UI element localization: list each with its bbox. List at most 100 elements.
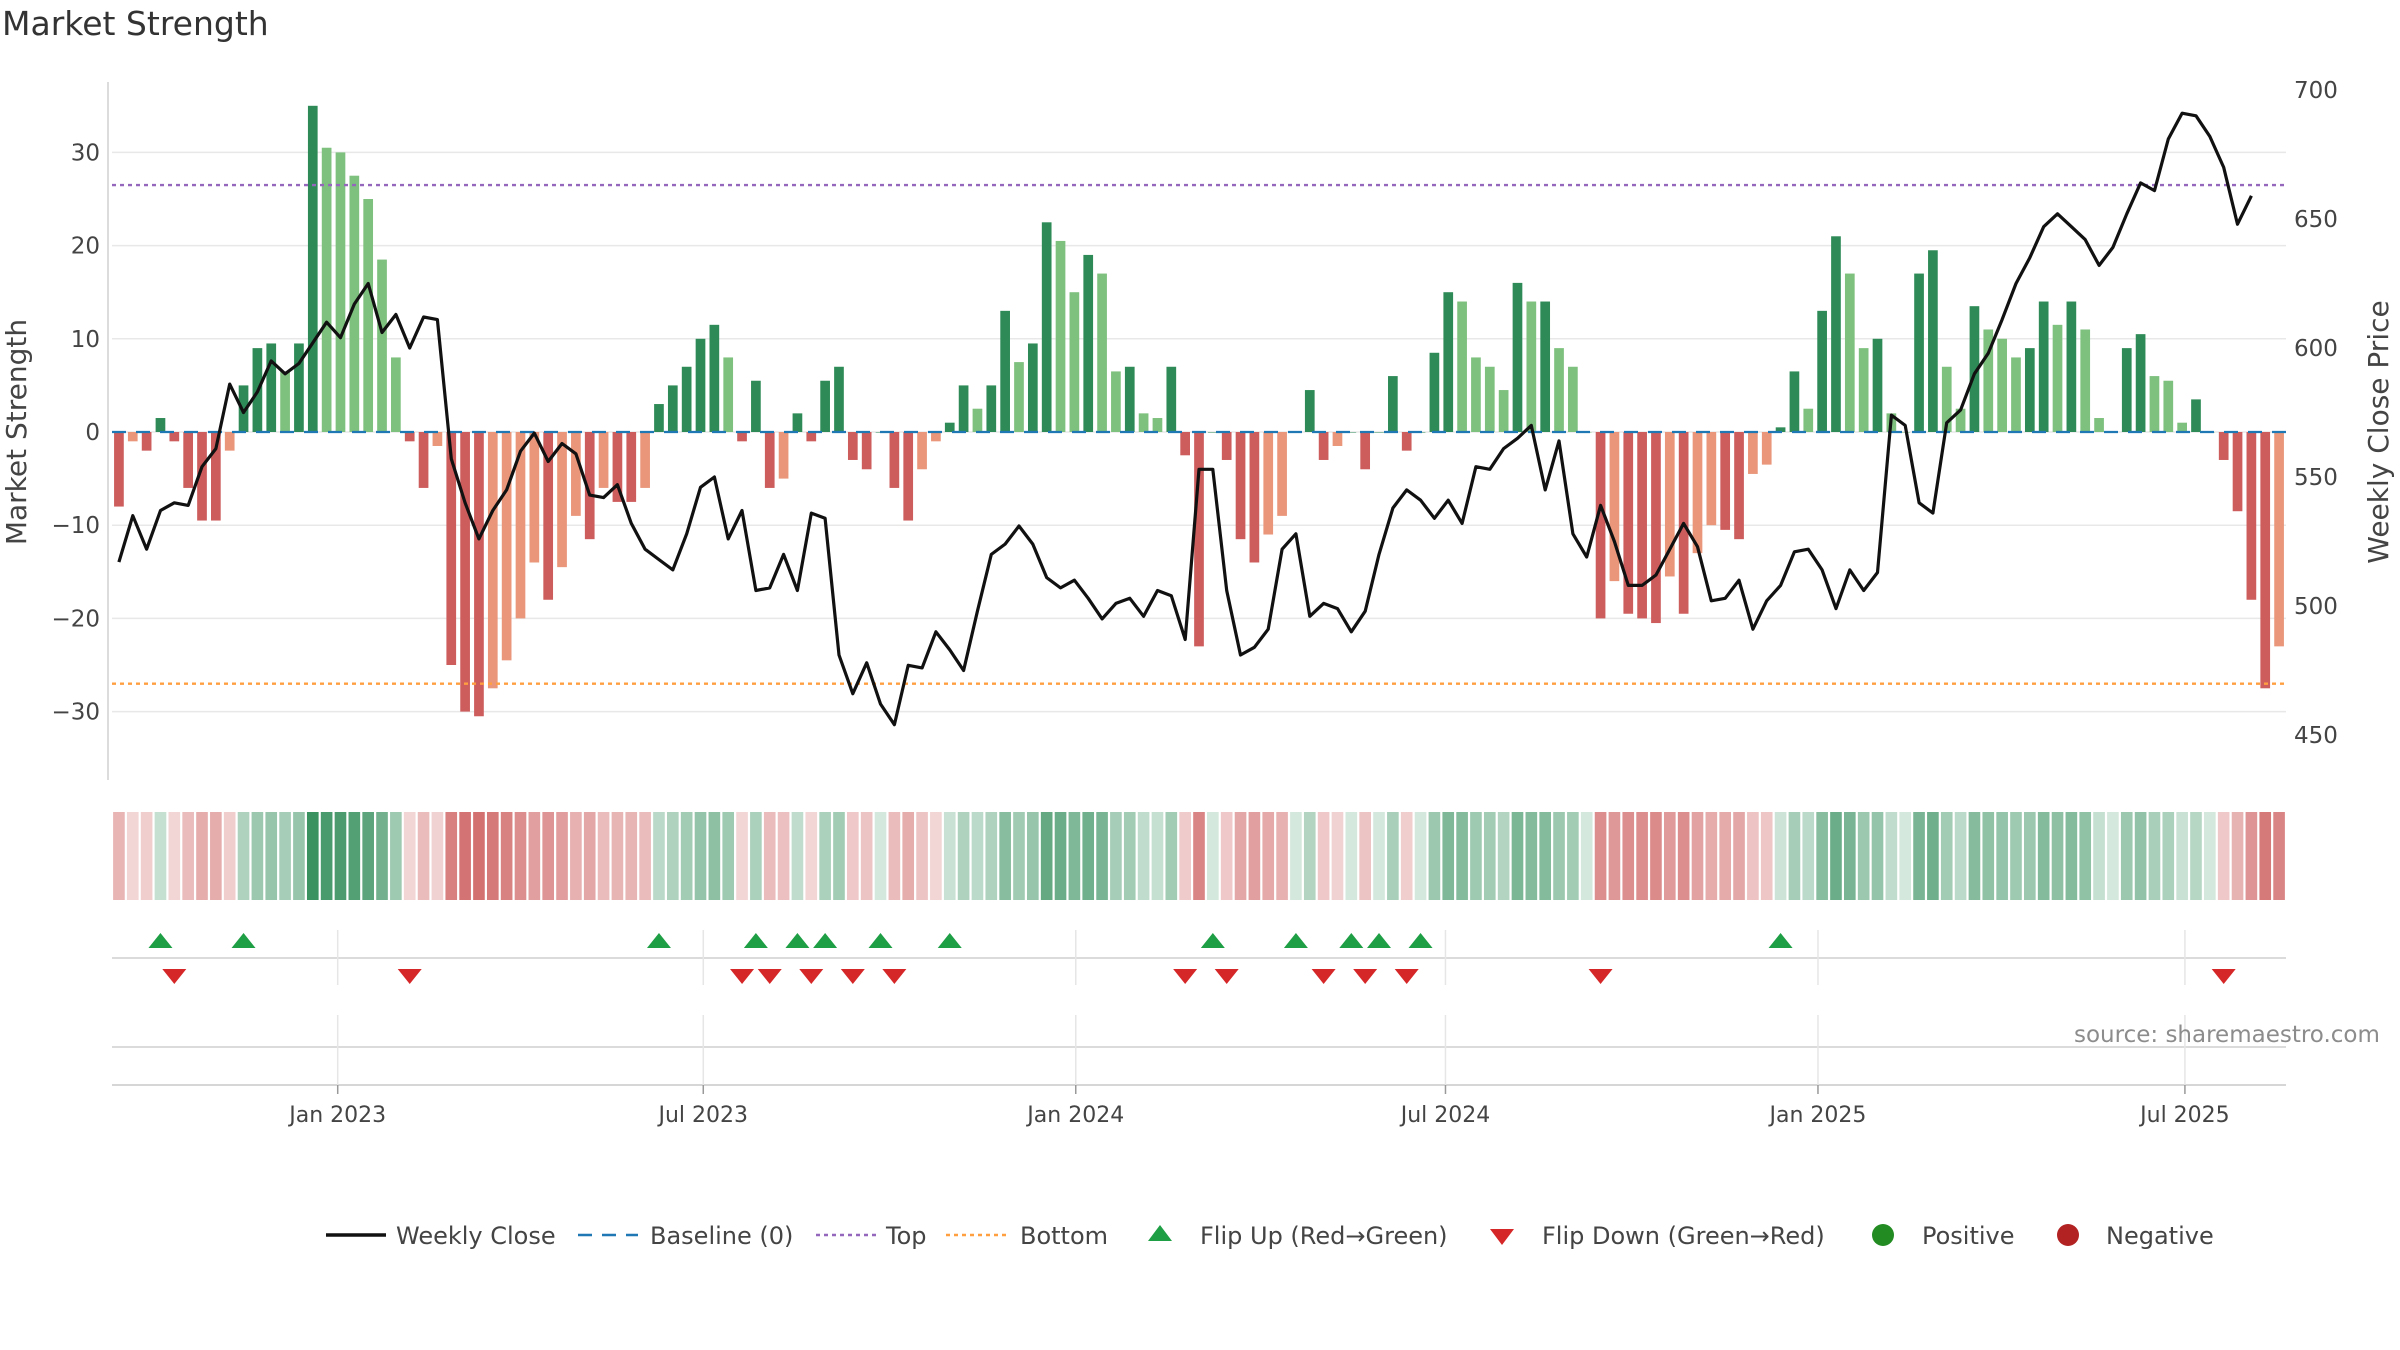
strength-bar — [1277, 432, 1287, 516]
heat-cell — [1940, 812, 1953, 900]
heat-cell — [680, 812, 693, 900]
legend-weekly-close-label: Weekly Close — [396, 1222, 556, 1250]
strength-bar — [1180, 432, 1190, 456]
heat-cell — [1317, 812, 1330, 900]
heat-cell — [2259, 812, 2272, 900]
strength-bar — [1928, 250, 1938, 432]
heat-cell — [1193, 812, 1205, 900]
strength-bar — [626, 432, 637, 502]
heat-cell — [2093, 812, 2105, 900]
heat-cell — [1290, 812, 1302, 900]
heat-cell — [985, 812, 998, 900]
strength-bar — [571, 432, 581, 516]
strength-bar — [917, 432, 927, 470]
flip-down-marker — [1214, 969, 1239, 984]
heat-cell — [1068, 812, 1081, 900]
strength-bar — [584, 432, 595, 540]
heat-cell — [126, 812, 139, 900]
flip-down-marker — [882, 969, 907, 984]
heat-cell — [1123, 812, 1136, 900]
flip-down-marker — [1311, 969, 1336, 984]
strength-bar — [1014, 362, 1024, 432]
strength-bar — [1872, 338, 1883, 432]
heat-cell — [445, 812, 458, 900]
strength-bar — [1152, 418, 1163, 432]
x-axis: Jan 2023 Jul 2023 Jan 2024 Jul 2024 Jan 2025… — [112, 930, 2286, 1128]
y-left-tick-label: −20 — [51, 606, 100, 632]
strength-bar — [847, 432, 858, 460]
strength-bar — [1249, 432, 1260, 563]
strength-bar — [515, 432, 526, 619]
heat-cell — [528, 812, 541, 900]
heat-cell — [1096, 812, 1108, 900]
reference-lines — [112, 183, 2286, 685]
x-tick-label: Jul 2024 — [1399, 1103, 1491, 1128]
strength-bar — [1166, 366, 1177, 432]
strength-bar — [1692, 432, 1703, 554]
strength-bar — [2163, 380, 2174, 432]
heat-cell — [1747, 812, 1759, 900]
strength-bar — [1401, 432, 1412, 451]
strength-bar — [1346, 432, 1357, 433]
strength-bar — [1831, 236, 1841, 432]
strength-bar — [1124, 366, 1135, 432]
strength-bar — [529, 432, 540, 563]
flip-up-marker — [231, 933, 256, 948]
heat-cell — [473, 812, 485, 900]
heat-cell — [1760, 812, 1773, 900]
strength-bar — [321, 147, 332, 433]
flip-down-marker — [397, 969, 422, 984]
heat-cell — [1387, 812, 1399, 900]
strength-bar — [1955, 408, 1966, 432]
strength-bar — [723, 357, 734, 432]
heat-cell — [210, 812, 222, 900]
heat-cell — [2245, 812, 2258, 900]
strength-bar — [377, 259, 387, 432]
strength-bar — [363, 199, 374, 432]
strength-bar — [2274, 432, 2284, 647]
heat-cell — [196, 812, 208, 900]
strength-bar — [1332, 432, 1343, 446]
strength-bar — [1844, 273, 1855, 432]
heat-cell — [874, 812, 887, 900]
heat-cell — [694, 812, 707, 900]
heat-cell — [1414, 812, 1427, 900]
flip-up-marker — [868, 933, 893, 948]
heat-cell — [2148, 812, 2161, 900]
heat-cell — [1539, 812, 1551, 900]
heat-cell — [2190, 812, 2202, 900]
y-right-tick-label: 500 — [2294, 594, 2338, 620]
heat-cell — [1511, 812, 1524, 900]
strength-bar — [1235, 432, 1246, 540]
heat-cell — [251, 812, 264, 900]
heat-cell — [1013, 812, 1025, 900]
heat-cell — [2024, 812, 2036, 900]
y-right-tick-label: 600 — [2294, 336, 2338, 362]
legend-flip-up-swatch — [1148, 1225, 1172, 1241]
strength-bar — [432, 432, 443, 446]
strength-bar — [280, 371, 290, 432]
strength-bar — [1734, 432, 1744, 540]
strength-bar — [501, 432, 512, 661]
heat-cell — [1151, 812, 1164, 900]
strength-bar — [737, 432, 747, 442]
heat-cell — [1843, 812, 1856, 900]
strength-bar — [709, 324, 720, 432]
strength-bar — [2052, 324, 2063, 432]
heat-cell — [168, 812, 181, 900]
strength-bar — [1000, 310, 1010, 432]
heat-cell — [722, 812, 735, 900]
strength-bar — [1111, 371, 1121, 432]
heat-cell — [1137, 812, 1150, 900]
strength-bar — [404, 432, 415, 442]
heat-cell — [1899, 812, 1912, 900]
flip-up-marker — [1408, 933, 1433, 948]
y-left-tick-label: 20 — [71, 234, 100, 260]
x-tick-label: Jan 2025 — [1768, 1103, 1867, 1128]
heat-cell — [2120, 812, 2133, 900]
strength-bar — [1803, 408, 1814, 432]
heat-cell — [140, 812, 153, 900]
weekly-close-line — [117, 111, 2253, 727]
heat-cell — [1788, 812, 1801, 900]
heat-cell — [1082, 812, 1095, 900]
